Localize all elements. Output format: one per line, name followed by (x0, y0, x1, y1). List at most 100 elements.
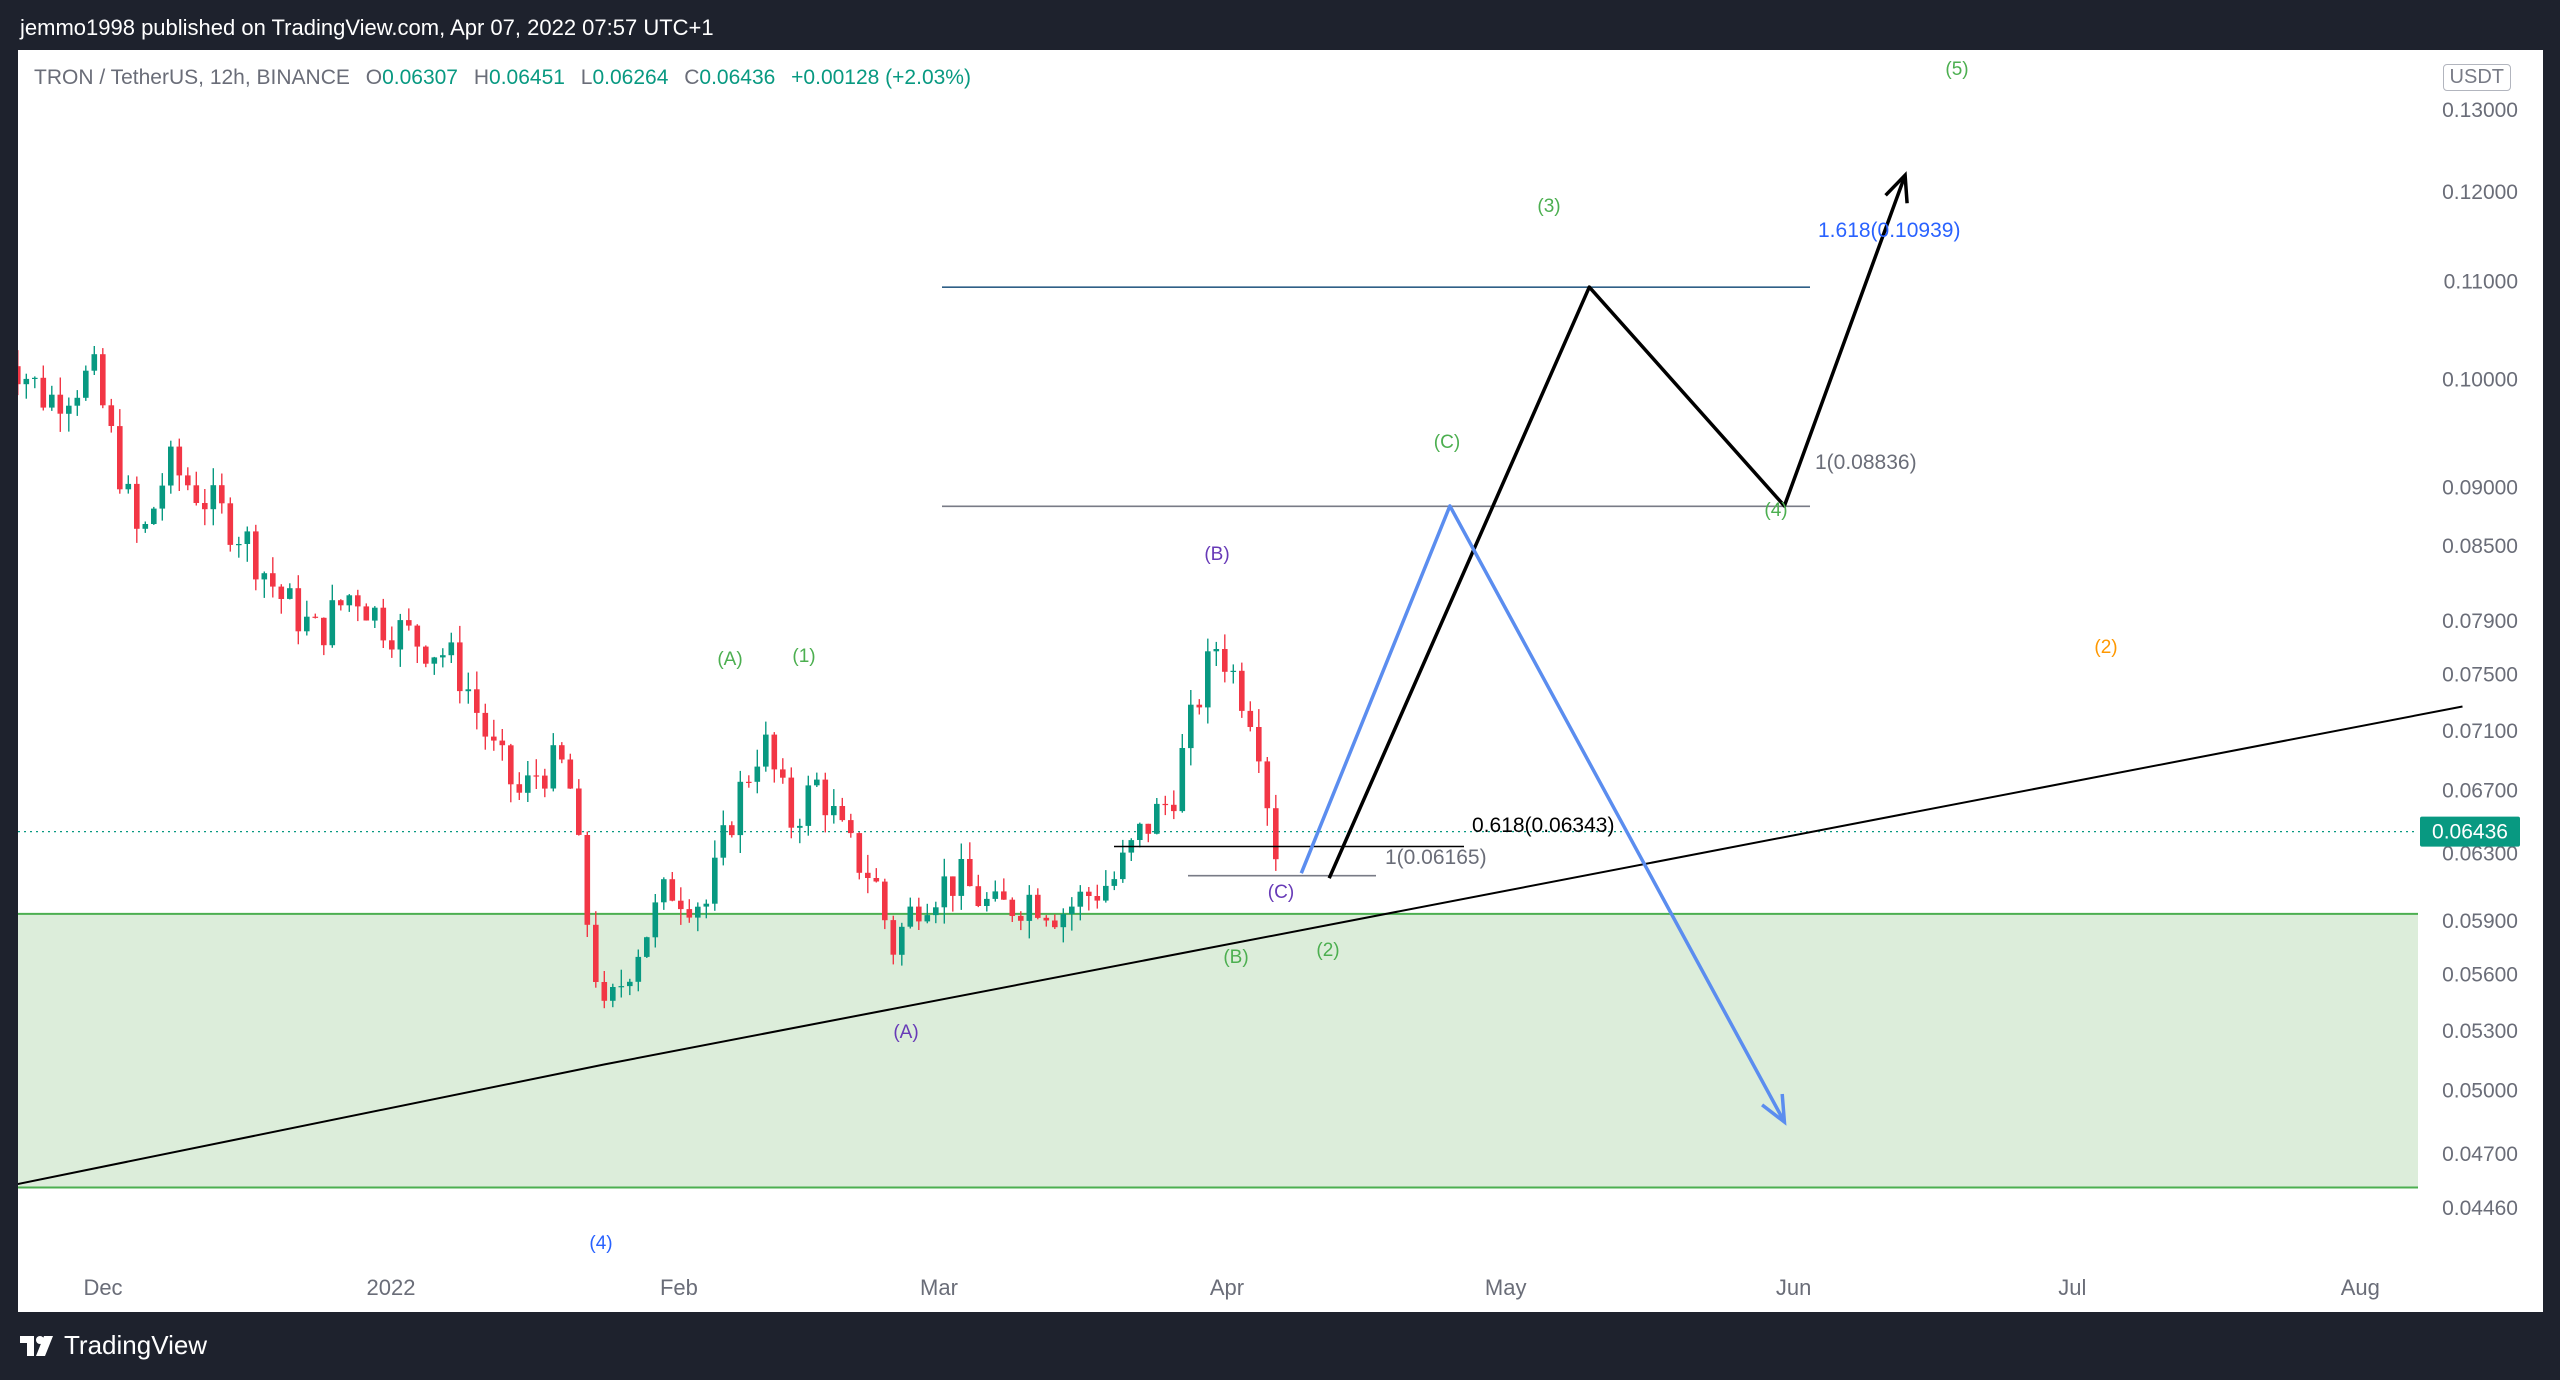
candle-body (967, 859, 973, 887)
candle-body (295, 588, 302, 632)
candle-body (856, 833, 863, 873)
candle-body (57, 394, 64, 414)
candle-body (397, 620, 404, 650)
candle-body (66, 405, 72, 414)
bullish-projection-path (1327, 174, 1907, 879)
candle-body (941, 876, 948, 908)
candle-body (1264, 761, 1271, 809)
candle-body (822, 779, 829, 816)
candle-body (695, 906, 701, 918)
price-tick-label: 0.05300 (2442, 1020, 2518, 1043)
candle-body (304, 616, 310, 632)
candle-body (355, 595, 361, 607)
candle-body (950, 876, 956, 896)
candle-body (678, 900, 684, 910)
symbol-name[interactable]: TRON / TetherUS, 12h, BINANCE (34, 66, 350, 89)
symbol-legend[interactable]: TRON / TetherUS, 12h, BINANCE O0.06307 H… (34, 66, 971, 90)
candle-body (185, 475, 191, 486)
tradingview-logo[interactable]: TradingView (20, 1330, 207, 1361)
candle-body (18, 366, 21, 385)
price-tick-label: 0.09000 (2442, 477, 2518, 500)
support-trendline (18, 705, 2463, 1186)
candle-body (601, 982, 608, 1001)
time-axis[interactable]: Dec 2022 Feb Mar Apr May Jun Jul Aug (83, 1275, 2379, 1300)
candle-body (270, 573, 276, 587)
wave-purple-C: (C) (1268, 882, 1294, 903)
fib-1-top-label: 1(0.08836) (1815, 451, 1917, 474)
tradingview-wordmark: TradingView (64, 1330, 208, 1360)
candle-body (1052, 920, 1058, 928)
price-tick-label: 0.10000 (2442, 368, 2518, 391)
candle-body (975, 886, 982, 906)
candle-body (610, 987, 616, 1001)
candle-body (278, 586, 285, 599)
fib-1-low-label: 1(0.06165) (1385, 846, 1487, 869)
candle-body (363, 606, 370, 621)
candle-body (219, 485, 225, 504)
time-tick-label: Mar (920, 1275, 958, 1300)
candle-body (329, 600, 336, 646)
candle-body (1035, 894, 1041, 918)
wave-green-C: (C) (1434, 432, 1460, 453)
candle-body (1103, 885, 1109, 901)
candle-body (1145, 823, 1152, 834)
price-tick-label: 0.06300 (2442, 843, 2518, 866)
high-value: 0.06451 (489, 66, 565, 89)
candle-body (193, 485, 200, 503)
candle-body (771, 734, 778, 770)
time-tick-label: Feb (660, 1275, 698, 1300)
tradingview-logo-icon (20, 1335, 53, 1356)
candle-body (1077, 891, 1084, 907)
candle-body (1120, 852, 1126, 880)
candle-body (516, 784, 523, 793)
price-chart[interactable]: 0.13000 0.12000 0.11000 0.10000 0.09000 0.085… (18, 50, 2543, 1312)
candle-body (423, 646, 429, 664)
bullish-arrowhead (1884, 171, 1909, 204)
candle-body (992, 891, 999, 899)
candle-body (236, 544, 242, 546)
time-tick-label: 2022 (367, 1275, 416, 1300)
candle-body (406, 620, 412, 626)
candle-body (32, 377, 38, 379)
candle-body (380, 607, 387, 641)
candle-body (1188, 704, 1194, 749)
candle-body (1179, 748, 1186, 812)
candle-body (202, 503, 208, 510)
candle-body (984, 898, 990, 906)
candle-body (924, 915, 931, 922)
wave-green-2: (2) (1316, 940, 1339, 961)
candle-body (1069, 906, 1075, 914)
candle-body (839, 806, 846, 821)
candle-body (1086, 891, 1092, 896)
candle-body (151, 508, 157, 524)
footer-bar: TradingView (0, 1312, 2560, 1380)
candle-body (720, 825, 727, 858)
currency-unit-badge[interactable]: USDT (2442, 64, 2511, 91)
candle-body (176, 446, 183, 476)
price-tick-label: 0.07500 (2442, 664, 2518, 687)
candle-body (40, 377, 47, 408)
candle-body (1137, 823, 1143, 840)
chart-pane[interactable]: 0.13000 0.12000 0.11000 0.10000 0.09000 0.085… (18, 50, 2543, 1312)
candle-body (661, 879, 667, 903)
candle-body (253, 531, 259, 580)
candle-body (1001, 891, 1007, 900)
price-tick-label: 0.05000 (2442, 1080, 2518, 1103)
time-tick-label: Apr (1210, 1275, 1244, 1300)
close-label: C (684, 66, 700, 89)
candle-body (882, 881, 888, 921)
candle-body (899, 926, 905, 955)
price-tick-label: 0.04700 (2442, 1143, 2518, 1166)
candle-body (448, 642, 455, 656)
wave-green-3: (3) (1537, 196, 1560, 217)
candle-body (474, 689, 480, 713)
price-tick-label: 0.06700 (2442, 779, 2518, 802)
price-axis[interactable]: 0.13000 0.12000 0.11000 0.10000 0.09000 0.085… (2442, 99, 2518, 1220)
candle-body (542, 775, 548, 789)
candle-body (712, 857, 718, 904)
candle-body (100, 354, 106, 406)
price-tick-label: 0.07100 (2442, 720, 2518, 743)
candle-body (389, 640, 395, 650)
candle-body (593, 924, 599, 982)
candle-body (49, 394, 55, 408)
